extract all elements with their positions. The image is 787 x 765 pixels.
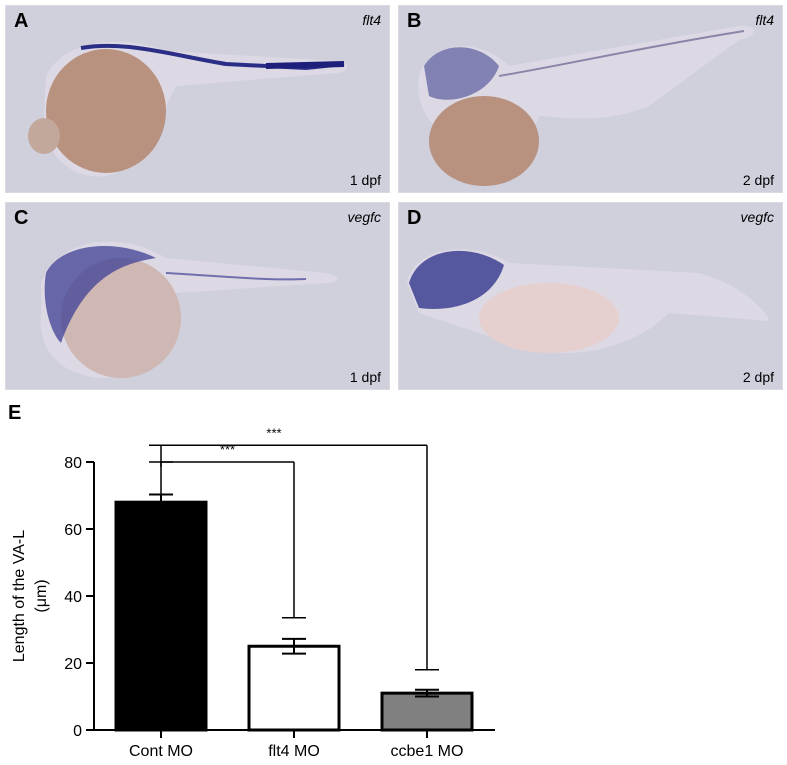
gene-label: vegfc [347, 209, 381, 225]
gene-label: vegfc [740, 209, 774, 225]
panel-b-image: B flt4 2 dpf [398, 5, 783, 193]
panel-letter: B [407, 10, 422, 32]
y-axis-label: (μm) [33, 579, 50, 612]
y-tick-label: 0 [73, 723, 82, 740]
x-tick-label: Cont MO [129, 743, 193, 760]
embryo-illustration [6, 6, 389, 192]
y-tick-label: 80 [64, 455, 82, 472]
bar-chart: 0 20 40 60 80 Length of the VA-L (μm) Cont MO fl… [11, 425, 495, 760]
bar [114, 500, 208, 732]
bar [380, 691, 474, 732]
y-axis-label: Length of the VA-L [11, 530, 28, 662]
panel-letter: E [8, 402, 22, 424]
y-tick-label: 40 [64, 589, 82, 606]
x-tick-label: flt4 MO [268, 743, 320, 760]
panel-letter: A [14, 10, 29, 32]
stage-label: 1 dpf [349, 369, 381, 385]
panel-c-image: C vegfc 1 dpf [5, 202, 390, 390]
bar [247, 644, 341, 732]
embryo-illustration [399, 203, 782, 389]
y-tick-label: 60 [64, 522, 82, 539]
gene-label: flt4 [755, 12, 774, 28]
stage-label: 1 dpf [349, 172, 381, 188]
gene-label: flt4 [362, 12, 381, 28]
embryo-illustration [6, 203, 389, 389]
embryo-illustration [399, 6, 782, 192]
stage-label: 2 dpf [742, 172, 774, 188]
panel-d-image: D vegfc 2 dpf [398, 202, 783, 390]
panel-a-image: A flt4 1 dpf [5, 5, 390, 193]
significance-label: *** [220, 442, 235, 457]
panel-letter: C [14, 207, 29, 229]
significance-label: *** [266, 425, 281, 440]
y-tick-label: 20 [64, 656, 82, 673]
panel-letter: D [407, 207, 422, 229]
x-tick-label: ccbe1 MO [391, 743, 464, 760]
stage-label: 2 dpf [742, 369, 774, 385]
